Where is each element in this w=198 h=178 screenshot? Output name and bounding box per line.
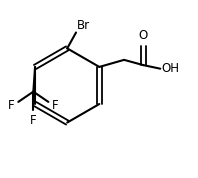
Text: OH: OH: [162, 62, 180, 75]
Text: F: F: [30, 114, 37, 127]
Text: O: O: [139, 29, 148, 42]
Text: F: F: [52, 99, 58, 112]
Text: Br: Br: [77, 19, 90, 32]
Text: F: F: [8, 99, 15, 112]
